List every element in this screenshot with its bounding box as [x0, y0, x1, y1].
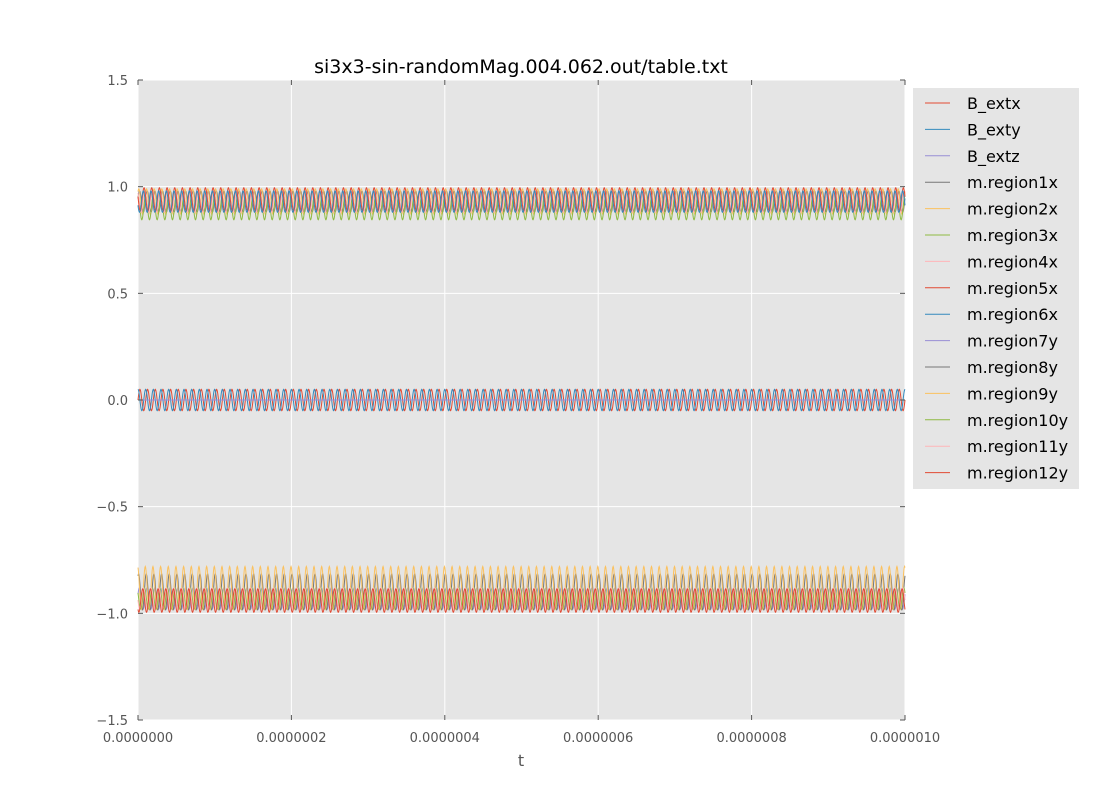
- legend-label-m-region9y: m.region9y: [967, 384, 1058, 403]
- legend-label-m-region1x: m.region1x: [967, 173, 1058, 192]
- legend-label-m-region3x: m.region3x: [967, 226, 1058, 245]
- legend-label-m-region4x: m.region4x: [967, 252, 1058, 271]
- legend-label-m-region10y: m.region10y: [967, 411, 1068, 430]
- legend-label-b-extx: B_extx: [967, 94, 1021, 114]
- axis-ticks: 0.0000000 0.0000002 0.0000004 0.0000006 0.00…: [96, 74, 940, 746]
- y-tick-label: 1.0: [107, 181, 128, 196]
- legend-label-m-region8y: m.region8y: [967, 358, 1058, 377]
- x-tick-label: 0.0000004: [410, 731, 480, 746]
- legend-label-m-region11y: m.region11y: [967, 437, 1068, 456]
- x-tick-label: 0.0000008: [716, 731, 786, 746]
- y-tick-label: −1.0: [96, 607, 128, 622]
- y-tick-label: 1.5: [107, 74, 128, 89]
- legend-label-m-region6x: m.region6x: [967, 305, 1058, 324]
- y-tick-label: 0.5: [107, 287, 128, 302]
- legend-label-b-extz: B_extz: [967, 147, 1020, 167]
- series-line-m-region6x: [137, 190, 906, 214]
- y-tick-label: 0.0: [107, 394, 128, 409]
- y-tick-label: −0.5: [96, 501, 128, 516]
- series-line-m-region8y: [137, 573, 906, 611]
- x-tick-label: 0.0000010: [870, 731, 940, 746]
- legend-label-b-exty: B_exty: [967, 120, 1021, 140]
- y-tick-label: −1.5: [96, 714, 128, 729]
- series-line-m-region12y: [137, 588, 906, 613]
- series-group: [137, 186, 906, 613]
- legend: B_extx B_exty B_extz m.region1x m.region2x m.…: [913, 88, 1079, 489]
- legend-background: [913, 88, 1079, 489]
- x-tick-label: 0.0000006: [563, 731, 633, 746]
- legend-label-m-region5x: m.region5x: [967, 279, 1058, 298]
- x-tick-label: 0.0000002: [256, 731, 326, 746]
- series-line-b-exty: [137, 388, 906, 412]
- legend-label-m-region2x: m.region2x: [967, 200, 1058, 219]
- legend-label-m-region12y: m.region12y: [967, 464, 1068, 483]
- chart-title: si3x3-sin-randomMag.004.062.out/table.tx…: [314, 56, 728, 78]
- x-axis-label: t: [518, 751, 524, 770]
- series-line-m-region10y: [137, 587, 906, 610]
- legend-label-m-region7y: m.region7y: [967, 332, 1058, 351]
- x-tick-label: 0.0000000: [103, 731, 173, 746]
